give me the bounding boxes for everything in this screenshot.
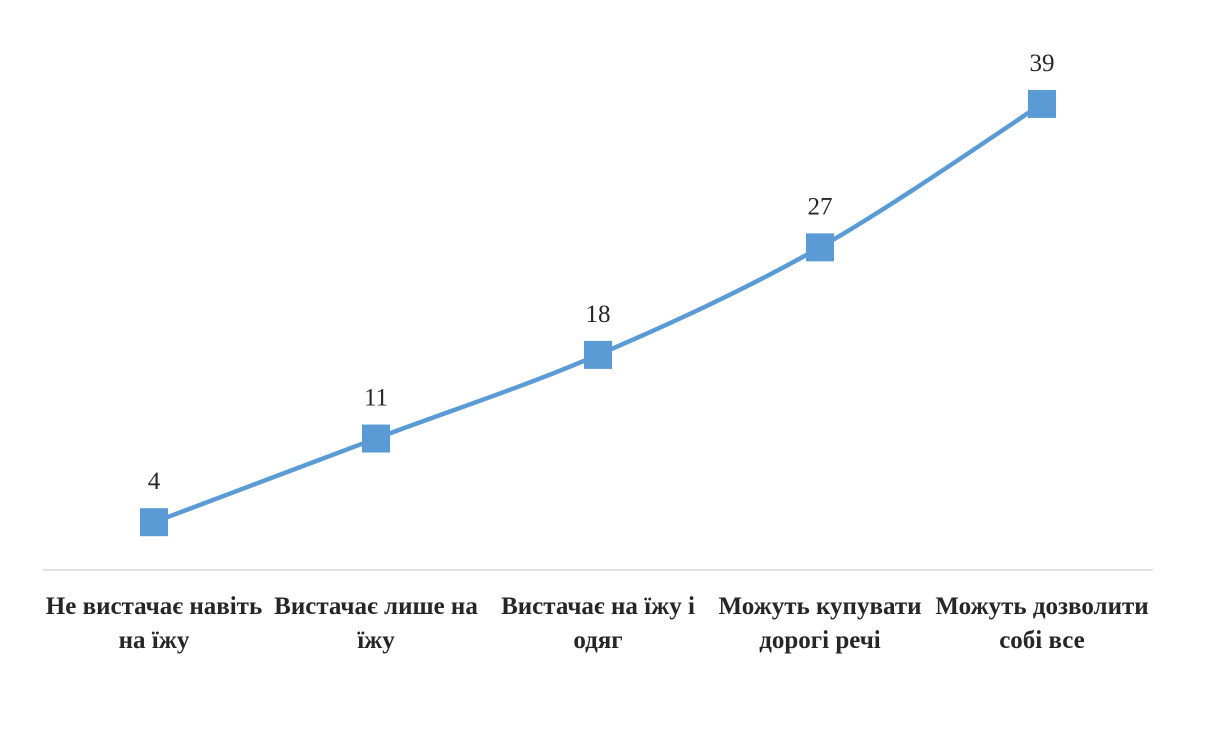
data-label: 11 <box>364 385 388 412</box>
x-tick-label: Вистачає лише на їжу <box>274 593 478 654</box>
marker <box>1028 89 1056 118</box>
data-label: 39 <box>1030 50 1055 77</box>
marker <box>362 424 390 453</box>
x-tick-label: Можуть купувати дорогі речі <box>718 593 922 654</box>
data-label: 27 <box>808 193 833 220</box>
data-label: 4 <box>148 468 161 495</box>
x-tick-label: Не вистачає навіть на їжу <box>45 593 263 654</box>
marker <box>140 508 168 537</box>
marker <box>584 340 612 369</box>
data-label: 18 <box>586 301 611 328</box>
x-tick-label: Можуть дозволити собі все <box>935 593 1149 654</box>
marker <box>806 233 834 262</box>
x-tick-label: Вистачає на їжу і одяг <box>501 593 695 654</box>
